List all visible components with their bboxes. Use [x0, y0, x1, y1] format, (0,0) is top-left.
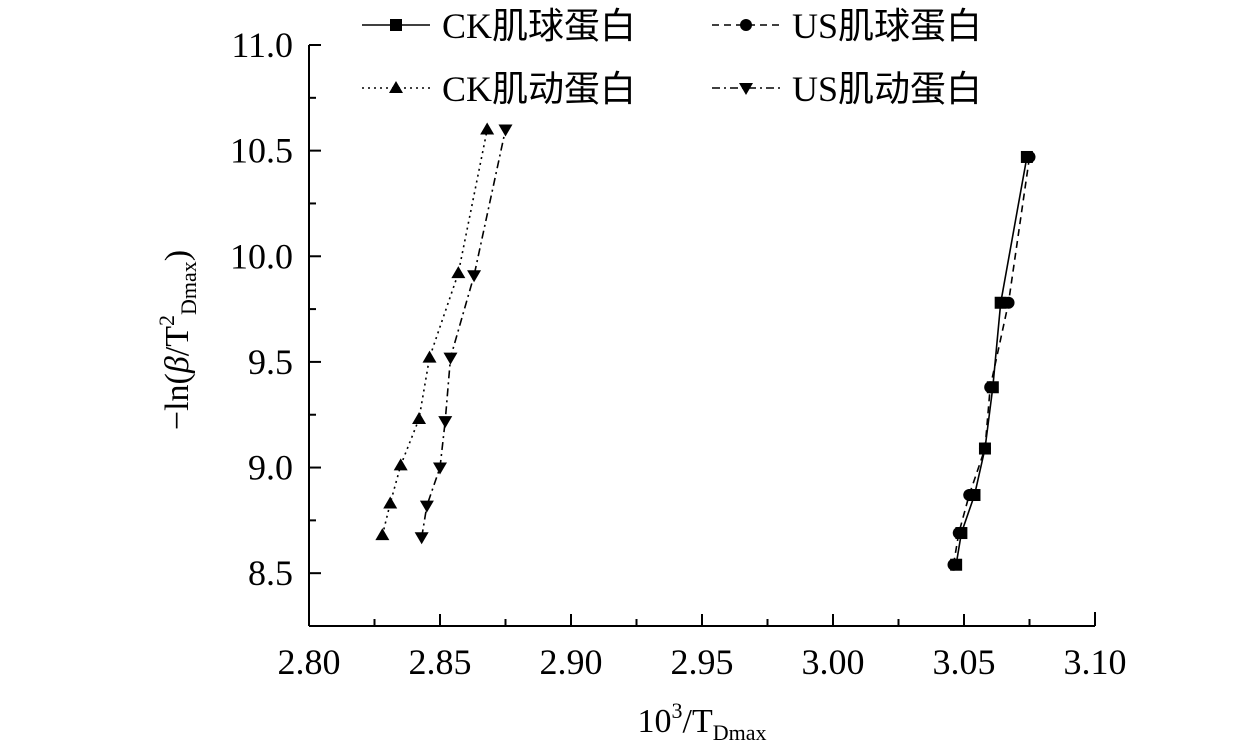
x-tick-label: 2.80 — [278, 642, 341, 682]
y-tick-label: 9.0 — [248, 448, 293, 488]
y-axis-title: −ln(β/T2Dmax) — [154, 250, 201, 430]
data-point — [1002, 296, 1015, 309]
data-point — [375, 528, 390, 541]
legend: CK肌球蛋白 US肌球蛋白 CK肌动蛋白 US肌动蛋白 — [362, 6, 982, 109]
legend-item: CK肌动蛋白 — [362, 69, 636, 109]
data-point — [433, 462, 447, 475]
x-ticks: 2.80 2.85 2.90 2.95 3.00 3.05 3.10 — [278, 614, 1127, 682]
y-ticks: 8.5 9.0 9.5 10.0 10.5 11.0 — [230, 25, 321, 627]
legend-marker — [739, 83, 753, 95]
series-4 — [414, 124, 513, 545]
data-point — [383, 496, 398, 509]
series-line — [952, 156, 1031, 565]
legend-marker — [740, 19, 752, 31]
legend-label: CK肌动蛋白 — [442, 69, 636, 109]
legend-marker — [389, 81, 403, 93]
data-point — [419, 500, 434, 513]
legend-item: US肌动蛋白 — [712, 69, 982, 109]
series-2 — [947, 150, 1036, 571]
data-point — [467, 270, 482, 283]
legend-label: CK肌球蛋白 — [442, 6, 636, 46]
x-axis-title: 103/TDmax — [638, 698, 767, 745]
data-point — [947, 558, 960, 571]
legend-label: US肌球蛋白 — [792, 6, 982, 46]
data-point — [984, 381, 997, 394]
legend-marker — [390, 19, 402, 31]
series-1 — [950, 150, 1033, 571]
legend-item: US肌球蛋白 — [712, 6, 982, 46]
series-line — [420, 129, 507, 538]
legend-label: US肌动蛋白 — [792, 69, 982, 109]
x-tick-label: 3.00 — [802, 642, 865, 682]
y-tick-label: 10.5 — [230, 131, 293, 171]
data-point — [438, 416, 453, 429]
legend-item: CK肌球蛋白 — [362, 6, 636, 46]
y-tick-label: 10.0 — [230, 236, 293, 276]
series-3 — [375, 122, 495, 541]
data-point — [498, 124, 513, 137]
data-point — [412, 411, 427, 424]
x-tick-label: 2.90 — [540, 642, 603, 682]
x-tick-label: 3.10 — [1064, 642, 1127, 682]
y-tick-label: 9.5 — [248, 342, 293, 382]
x-tick-label: 2.85 — [409, 642, 472, 682]
series-group — [375, 122, 1036, 571]
y-tick-label: 11.0 — [231, 25, 293, 65]
axes — [308, 45, 1096, 627]
data-point — [414, 532, 429, 545]
data-point — [952, 527, 965, 540]
x-tick-label: 2.95 — [671, 642, 734, 682]
data-point — [422, 350, 437, 363]
data-point — [1023, 150, 1036, 163]
x-tick-label: 3.05 — [933, 642, 996, 682]
data-point — [480, 122, 495, 135]
data-point — [451, 266, 466, 279]
data-point — [393, 458, 408, 471]
data-point — [443, 352, 458, 365]
data-point — [978, 442, 991, 455]
y-tick-label: 8.5 — [248, 553, 293, 593]
series-line — [381, 129, 488, 536]
data-point — [963, 489, 976, 502]
